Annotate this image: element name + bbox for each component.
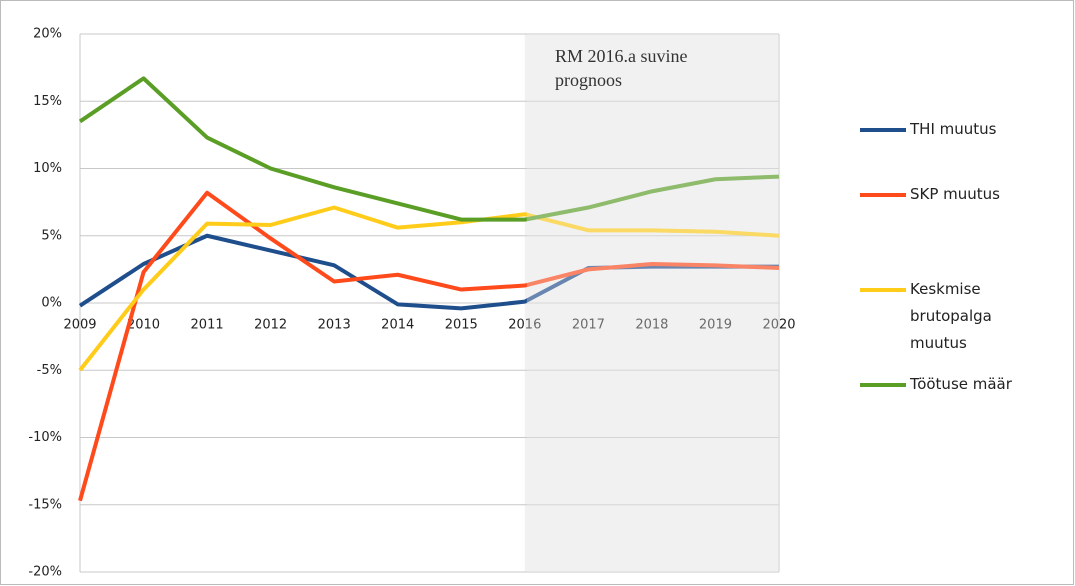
x-tick-label: 2019 — [699, 318, 732, 333]
y-tick-label: 20% — [33, 27, 62, 42]
x-tick-label: 2017 — [572, 318, 605, 333]
legend-label: Keskmise brutopalga muutus — [910, 280, 992, 352]
x-tick-label: 2015 — [445, 318, 478, 333]
forecast-veil — [526, 34, 779, 572]
y-tick-label: 0% — [41, 296, 62, 311]
x-tick-label: 2013 — [318, 318, 351, 333]
y-tick-label: -5% — [37, 363, 62, 378]
x-tick-label: 2011 — [191, 318, 224, 333]
x-tick-label: 2012 — [254, 318, 287, 333]
series-line — [78, 190, 780, 502]
x-tick-label: 2014 — [381, 318, 414, 333]
annotation: RM 2016.a suvine prognoos — [555, 46, 688, 90]
series-line — [78, 205, 780, 372]
y-tick-label: 10% — [33, 161, 62, 176]
x-tick-label: 2016 — [508, 318, 541, 333]
series-line — [78, 233, 779, 311]
x-tick-label: 2010 — [127, 318, 160, 333]
legend-label: SKP muutus — [910, 185, 1000, 203]
x-tick-label: 2020 — [762, 318, 795, 333]
y-tick-label: 5% — [41, 228, 62, 243]
legend-label: Töötuse määr — [910, 375, 1012, 393]
y-tick-label: -10% — [28, 430, 62, 445]
series-line — [78, 76, 780, 222]
legend-label: THI muutus — [910, 120, 997, 138]
y-tick-label: -15% — [28, 497, 62, 512]
x-tick-label: 2009 — [63, 318, 96, 333]
x-tick-label: 2018 — [635, 318, 668, 333]
y-tick-label: -20% — [28, 565, 62, 580]
y-tick-label: 15% — [33, 94, 62, 109]
